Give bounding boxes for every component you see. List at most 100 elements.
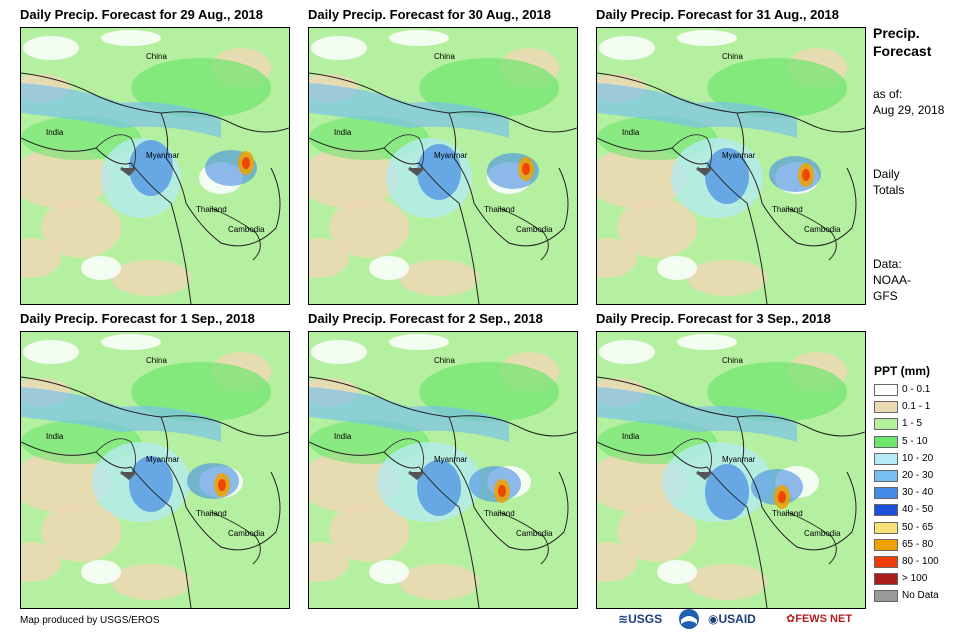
usgs-logo-text: USGS [628,612,663,626]
legend-swatch [874,504,898,517]
place-label-cambodia: Cambodia [516,529,553,538]
as-of-label: as of: [873,87,903,101]
noaa-logo [678,606,700,632]
legend-label: 0.1 - 1 [902,401,931,413]
side-title-line1: Precip. [873,25,920,41]
legend-item: 50 - 65 [874,520,964,536]
legend-swatch [874,487,898,500]
legend-label: 30 - 40 [902,487,934,499]
forecast-panel: Daily Precip. Forecast for 3 Sep., 2018 C… [596,309,866,609]
precip-map [596,331,866,609]
fewsnet-leaf-icon: ✿ [786,613,796,625]
place-label-china: China [722,356,743,365]
legend-item: 0 - 0.1 [874,382,964,398]
totals-line1: Daily [873,167,900,181]
side-title: Precip. Forecast [873,24,931,60]
place-label-myanmar: Myanmar [722,455,756,464]
place-label-myanmar: Myanmar [722,151,756,160]
legend-item: No Data [874,588,964,604]
forecast-panel: Daily Precip. Forecast for 2 Sep., 2018 C… [308,309,578,609]
legend-label: 50 - 65 [902,521,934,533]
legend-label: 20 - 30 [902,470,934,481]
place-label-myanmar: Myanmar [146,151,180,160]
panel-title: Daily Precip. Forecast for 2 Sep., 2018 [308,311,543,326]
legend-item: 40 - 50 [874,502,964,518]
legend-swatch [874,470,898,482]
place-label-india: India [622,432,640,441]
place-label-india: India [334,432,352,441]
totals-text: Daily Totals [873,166,904,198]
place-label-cambodia: Cambodia [804,529,841,538]
panel-title: Daily Precip. Forecast for 1 Sep., 2018 [20,311,255,326]
legend-item: 5 - 10 [874,434,964,450]
legend-title: PPT (mm) [874,364,931,378]
legend-item: 20 - 30 [874,468,964,484]
precip-map [20,27,290,305]
legend-label: > 100 [902,573,928,585]
noaa-seal-icon [679,609,699,629]
place-label-india: India [46,432,64,441]
usgs-wave-icon: ≋ [618,612,629,626]
place-label-myanmar: Myanmar [434,151,468,160]
place-label-thailand: Thailand [196,205,227,214]
usaid-logo: ◉USAID [708,606,756,632]
precip-map [20,331,290,609]
legend-swatch [874,435,898,448]
totals-line2: Totals [873,183,905,197]
legend-label: 5 - 10 [902,435,928,447]
panel-title: Daily Precip. Forecast for 29 Aug., 2018 [20,7,264,22]
place-label-china: China [434,52,455,61]
place-label-cambodia: Cambodia [228,225,265,234]
usaid-seal-icon: ◉ [708,612,719,626]
data-source-line1: Data: [873,257,902,271]
precip-map [596,27,866,305]
place-label-china: China [722,52,743,61]
legend-label: 10 - 20 [902,452,934,464]
legend-swatch [874,418,898,431]
legend-swatch [874,384,898,396]
place-label-thailand: Thailand [772,205,803,214]
legend-label: 0 - 0.1 [902,384,931,395]
place-label-china: China [146,52,167,61]
precip-map [308,331,578,609]
usaid-logo-text: USAID [718,612,756,626]
logo-strip: ≋USGS ◉USAID ✿FEWS NET [618,606,863,634]
legend-label: 1 - 5 [902,418,923,430]
credit-text: Map produced by USGS/EROS [20,615,160,626]
data-source-line3: GFS [873,289,898,303]
legend-label: 65 - 80 [902,538,934,550]
place-label-myanmar: Myanmar [434,455,468,464]
place-label-thailand: Thailand [484,509,515,518]
fewsnet-logo: ✿FEWS NET [786,606,852,632]
side-title-line2: Forecast [873,43,932,59]
precip-map [308,27,578,305]
usgs-logo: ≋USGS [618,606,662,632]
legend-label: 40 - 50 [902,504,934,516]
legend-swatch [874,452,898,465]
panel-title: Daily Precip. Forecast for 30 Aug., 2018 [308,7,552,22]
place-label-india: India [622,128,640,137]
legend-swatch [874,538,898,551]
forecast-panel: Daily Precip. Forecast for 29 Aug., 2018… [20,5,290,305]
place-label-cambodia: Cambodia [804,225,841,234]
as-of-text: as of: Aug 29, 2018 [873,86,944,118]
legend-swatch [874,573,898,586]
place-label-thailand: Thailand [484,205,515,214]
place-label-cambodia: Cambodia [516,225,553,234]
place-label-india: India [46,128,64,137]
forecast-panel: Daily Precip. Forecast for 31 Aug., 2018… [596,5,866,305]
place-label-china: China [434,356,455,365]
legend-label: No Data [902,590,939,602]
legend-item: > 100 [874,571,964,587]
place-label-thailand: Thailand [196,509,227,518]
as-of-date: Aug 29, 2018 [873,103,945,117]
data-source-line2: NOAA- [873,273,912,287]
legend-item: 0.1 - 1 [874,399,964,415]
place-label-thailand: Thailand [772,509,803,518]
legend-item: 30 - 40 [874,485,964,501]
legend-item: 80 - 100 [874,554,964,570]
legend-label: 80 - 100 [902,556,939,567]
fewsnet-logo-text: FEWS NET [795,613,853,625]
forecast-panel: Daily Precip. Forecast for 1 Sep., 2018 C… [20,309,290,609]
legend-item: 65 - 80 [874,537,964,553]
